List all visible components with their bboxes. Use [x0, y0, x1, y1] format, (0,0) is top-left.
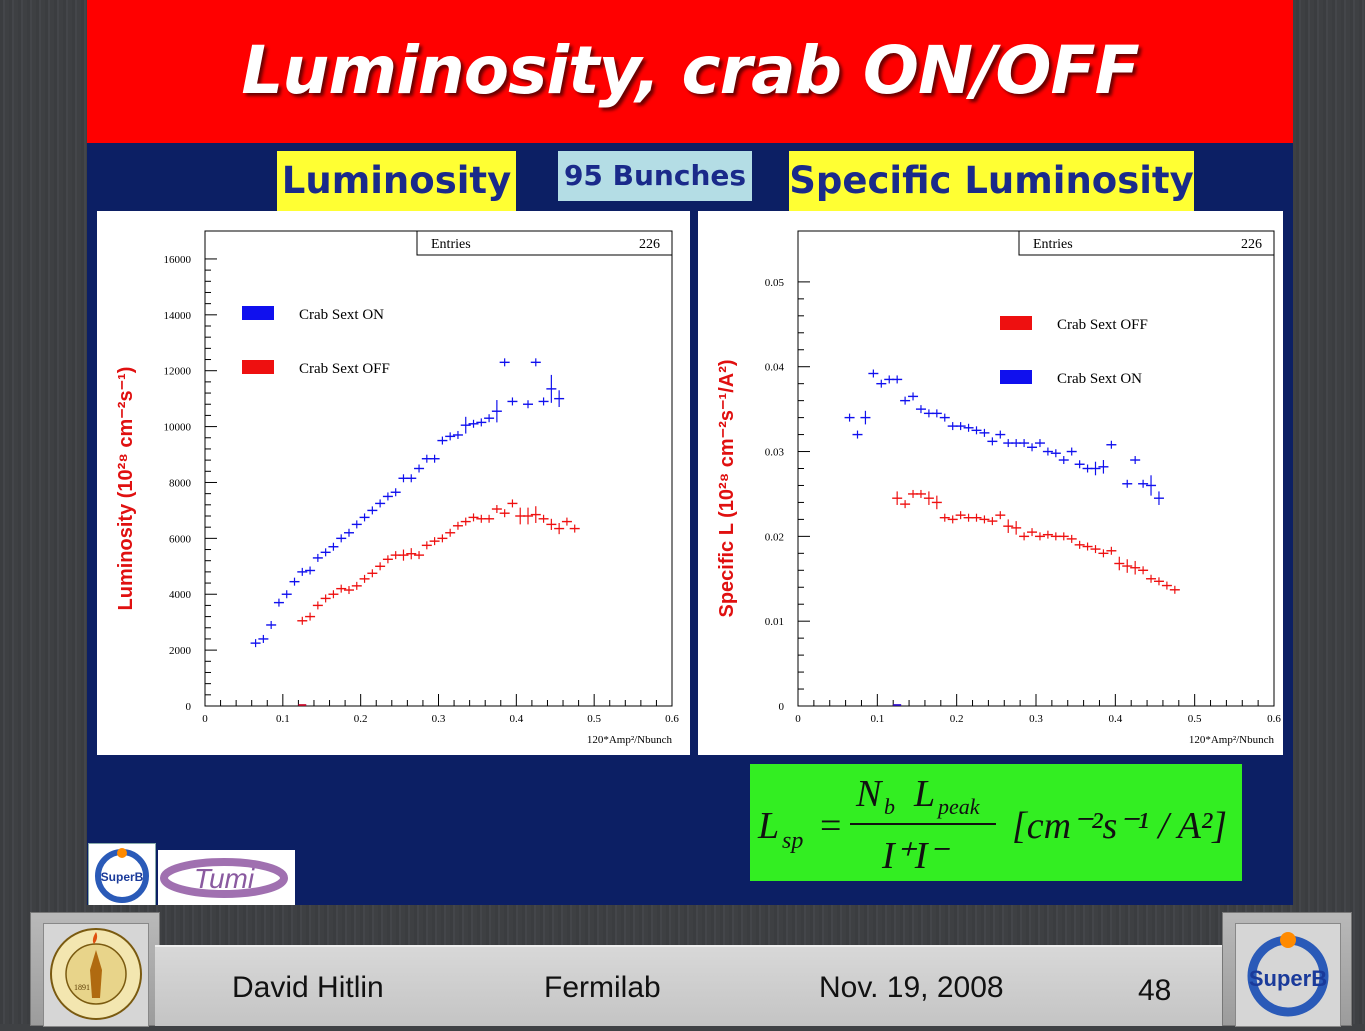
legend-swatch	[1000, 316, 1032, 330]
formula-lhs-sub: sp	[782, 828, 803, 854]
legend-label: Crab Sext ON	[299, 307, 384, 323]
y-tick-label: 4000	[169, 589, 192, 601]
specific-luminosity-label: Specific Luminosity	[789, 151, 1194, 211]
formula-num-n: N	[855, 773, 884, 815]
superb-logo: SuperB	[1235, 923, 1341, 1027]
x-tick-label: 0.3	[1029, 713, 1043, 725]
page-number: 48	[1138, 974, 1172, 1007]
formula-lhs: L	[757, 805, 779, 847]
tumi-logo: Tumi	[158, 850, 295, 905]
legend-swatch	[1000, 370, 1032, 384]
stats-value: 226	[1241, 237, 1262, 252]
x-tick-label: 0	[795, 713, 801, 725]
stats-box	[1018, 230, 1275, 256]
x-tick-label: 0.2	[950, 713, 964, 725]
stats-value: 226	[639, 237, 660, 252]
stats-box	[416, 230, 673, 256]
y-tick-label: 12000	[164, 366, 192, 378]
specific-luminosity-chart: 0 0.1 0.2 0.3 0.4 0.5 0.6 0 0.01 0.02 0.03 0.04 0.05…	[716, 230, 1281, 746]
legend-label: Crab Sext OFF	[299, 361, 390, 377]
y-tick-label: 0.01	[765, 616, 784, 628]
formula-num-l: L	[913, 773, 935, 815]
legend-label: Crab Sext OFF	[1057, 317, 1148, 333]
slide-title: Luminosity, crab ON/OFF	[241, 32, 1139, 109]
bunches-label: 95 Bunches	[558, 151, 752, 201]
footer-bar	[155, 945, 1225, 1026]
formula-box: L sp = N b L peak I⁺I⁻ [cm⁻²s⁻¹ / A²]	[750, 764, 1242, 881]
x-tick-label: 0	[202, 713, 208, 725]
y-tick-label: 2000	[169, 645, 192, 657]
footer-author: David Hitlin	[232, 971, 384, 1004]
luminosity-chart: 0 0.1 0.2 0.3 0.4 0.5 0.6 0 2000 4000 6000 8000 1000…	[115, 230, 679, 746]
x-tick-label: 0.2	[354, 713, 368, 725]
y-axis-label: Luminosity (10²⁸ cm⁻²s⁻¹)	[115, 367, 137, 611]
x-tick-label: 0.6	[1267, 713, 1281, 725]
x-tick-label: 0.5	[587, 713, 601, 725]
luminosity-label: Luminosity	[277, 151, 516, 211]
luminosity-chart-panel: 0 0.1 0.2 0.3 0.4 0.5 0.6 0 2000 4000 6000 8000 1000…	[97, 211, 690, 755]
formula-units: [cm⁻²s⁻¹ / A²]	[1012, 805, 1227, 847]
footer-date: Nov. 19, 2008	[819, 971, 1004, 1004]
caltech-seal: 1891	[43, 923, 149, 1027]
x-axis-label: 120*Amp²/Nbunch	[1189, 734, 1275, 746]
superb-small-logo: SuperB	[88, 843, 156, 905]
x-tick-label: 0.6	[665, 713, 679, 725]
stats-label: Entries	[1033, 237, 1073, 252]
plot-frame	[797, 230, 1275, 707]
specific-luminosity-formula: L sp = N b L peak I⁺I⁻ [cm⁻²s⁻¹ / A²]	[757, 773, 1227, 877]
formula-num-n-sub: b	[884, 794, 895, 819]
formula-equals: =	[820, 805, 841, 847]
y-axis-label: Specific L (10²⁸ cm⁻²s⁻¹/A²)	[716, 359, 738, 617]
legend-swatch	[242, 360, 274, 374]
legend-label: Crab Sext ON	[1057, 371, 1142, 387]
x-tick-label: 0.4	[1108, 713, 1122, 725]
y-tick-label: 10000	[164, 422, 192, 434]
y-tick-label: 0.04	[765, 362, 785, 374]
superb-logo-text: SuperB	[1249, 966, 1327, 991]
y-tick-label: 0	[186, 701, 192, 713]
x-tick-label: 0.4	[509, 713, 523, 725]
y-tick-label: 8000	[169, 477, 192, 489]
stats-label: Entries	[431, 237, 471, 252]
legend-swatch	[242, 306, 274, 320]
superb-small-logo-text: SuperB	[101, 870, 144, 884]
tumi-logo-text: Tumi	[194, 863, 255, 894]
superb-logo-frame: SuperB	[1222, 912, 1352, 1027]
specific-luminosity-chart-panel: 0 0.1 0.2 0.3 0.4 0.5 0.6 0 0.01 0.02 0.03 0.04 0.05…	[698, 211, 1283, 755]
x-tick-label: 0.1	[870, 713, 884, 725]
x-tick-label: 0.3	[432, 713, 446, 725]
x-tick-label: 0.1	[276, 713, 290, 725]
title-bar: Luminosity, crab ON/OFF	[87, 0, 1293, 143]
formula-num-l-sub: peak	[936, 794, 981, 819]
y-tick-label: 6000	[169, 533, 192, 545]
x-tick-label: 0.5	[1188, 713, 1202, 725]
slide: Luminosity, crab ON/OFF Luminosity 95 Bu…	[87, 0, 1293, 905]
y-tick-label: 16000	[164, 254, 192, 266]
caltech-seal-frame: 1891	[30, 912, 160, 1027]
seal-year: 1891	[74, 983, 90, 992]
plot-frame	[204, 230, 673, 707]
footer-venue: Fermilab	[544, 971, 661, 1004]
y-tick-label: 0	[779, 701, 785, 713]
y-tick-label: 14000	[164, 310, 192, 322]
y-tick-label: 0.02	[765, 531, 784, 543]
x-axis-label: 120*Amp²/Nbunch	[587, 734, 673, 746]
y-tick-label: 0.03	[765, 447, 785, 459]
formula-denominator: I⁺I⁻	[881, 835, 950, 877]
y-tick-label: 0.05	[765, 277, 785, 289]
